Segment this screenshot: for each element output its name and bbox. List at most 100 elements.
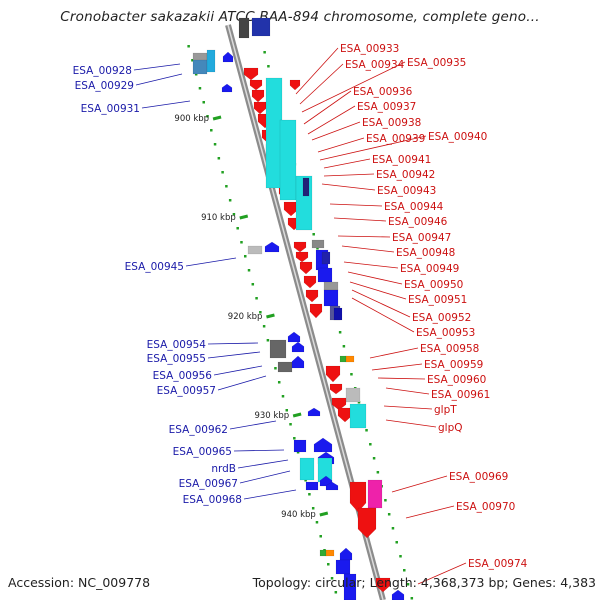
track-dot (316, 247, 319, 250)
genome-summary: Topology: circular; Length: 4,368,373 bp… (252, 575, 596, 590)
gene-label-right: ESA_00934 (345, 59, 405, 71)
label-connector (341, 245, 395, 253)
gene-label-left: ESA_00945 (125, 261, 184, 273)
kbp-tick-mark (319, 511, 329, 517)
gene-box (367, 479, 383, 509)
track-dot (228, 199, 232, 202)
kbp-tick-label: 920 kbp (228, 312, 263, 322)
gene-label-right: ESA_00944 (384, 201, 444, 213)
gene-arrow-up (339, 547, 353, 561)
track-dot (191, 59, 194, 62)
gene-box (323, 281, 339, 291)
label-connector (303, 90, 352, 125)
gene-arrow-up (222, 51, 234, 63)
label-connector (417, 562, 467, 585)
label-connector (319, 135, 427, 161)
track-dot (365, 429, 368, 432)
kbp-ticks: 900 kbp 910 kbp 920 kbp 930 kbp 940 kbp (174, 114, 329, 520)
track-dot (403, 569, 406, 572)
gene-box (323, 289, 339, 307)
label-connector (371, 363, 423, 371)
track-dot (308, 493, 311, 496)
gene-label-left: ESA_00928 (73, 65, 132, 77)
gene-label-right: ESA_00953 (416, 327, 475, 339)
label-connector (333, 217, 387, 222)
gene-arrow-down (357, 507, 377, 539)
gene-box (247, 245, 263, 255)
label-connector (135, 73, 183, 86)
track-dot (334, 591, 338, 594)
label-connector (369, 347, 419, 359)
track-dot (293, 437, 296, 440)
gene-box (277, 361, 293, 373)
gene-arrow-up (313, 437, 333, 453)
gene-label-right: glpQ (438, 422, 463, 434)
label-connector (323, 173, 375, 177)
track-dot (240, 241, 243, 244)
track-dot (281, 395, 285, 398)
gene-box (345, 387, 361, 403)
gene-arrow-down (375, 577, 391, 593)
gene-label-right: ESA_00951 (408, 294, 467, 306)
gene-label-right: ESA_00958 (420, 343, 479, 355)
gene-arrow-down (251, 89, 265, 103)
gene-arrow-down (253, 101, 267, 115)
gene-arrow-down (337, 407, 353, 423)
track-dot (187, 45, 190, 48)
label-connector (237, 459, 289, 469)
gene-label-left: ESA_00968 (183, 494, 242, 506)
gene-label-left: ESA_00955 (147, 353, 206, 365)
gene-box (317, 267, 333, 283)
kbp-tick-mark (266, 313, 275, 319)
kbp-tick-mark (292, 412, 302, 418)
gene-arrow-up (291, 341, 305, 353)
gene-box (325, 549, 335, 557)
track-dot (369, 443, 372, 446)
page-title: Cronobacter sakazakii ATCC BAA-894 chrom… (60, 9, 540, 25)
label-connector (311, 121, 361, 141)
gene-box (311, 239, 325, 249)
label-connector (307, 105, 356, 135)
gene-arrow-up (264, 241, 280, 253)
track-dot (338, 331, 342, 334)
gene-label-right: ESA_00939 (366, 133, 425, 145)
gene-arrow-up (391, 589, 405, 600)
gene-label-left: ESA_00956 (153, 370, 213, 382)
accession-text: Accession: NC_009778 (8, 575, 151, 590)
gene-label-right: ESA_00960 (427, 374, 486, 386)
gene-box (339, 355, 347, 363)
track-dot (236, 227, 239, 230)
track-dot (350, 373, 353, 376)
gene-box (305, 481, 319, 491)
gene-box (321, 251, 331, 265)
track-dot (315, 521, 319, 524)
gene-label-left: ESA_00954 (147, 339, 207, 351)
gene-box (192, 59, 208, 75)
gene-box (251, 17, 271, 37)
track-dot (247, 269, 251, 272)
gene-label-left: ESA_00931 (81, 103, 140, 115)
track-dot (274, 367, 277, 370)
label-connector (207, 342, 259, 345)
track-dot (255, 297, 258, 300)
gene-label-right: ESA_00949 (400, 263, 459, 275)
label-connector (351, 289, 411, 318)
gene-label-right: ESA_00959 (424, 359, 483, 371)
gene-arrow-down (243, 67, 259, 81)
label-connector (229, 420, 277, 430)
gene-label-right: ESA_00952 (412, 312, 471, 324)
gene-label-right: ESA_00941 (372, 154, 431, 166)
gene-box (319, 549, 327, 557)
track-dot (232, 213, 236, 216)
track-dot (213, 143, 217, 146)
kbp-tick-label: 910 kbp (201, 213, 236, 223)
gene-arrow-down (303, 275, 317, 289)
label-connector (385, 387, 430, 395)
track-dot (376, 471, 380, 474)
track-dot (217, 157, 221, 160)
track-dot (221, 171, 224, 174)
label-connector (351, 297, 415, 333)
gene-label-right: ESA_00969 (449, 471, 508, 483)
gene-box (299, 457, 315, 481)
track-dot (391, 527, 395, 530)
